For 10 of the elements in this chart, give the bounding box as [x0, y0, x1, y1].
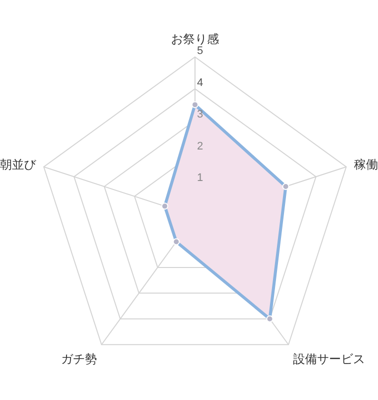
- spoke-label: 設備サービス: [293, 352, 366, 366]
- y-tick-label: 2: [197, 140, 204, 152]
- spoke-label: 朝並び: [0, 157, 38, 172]
- y-tick-label: 3: [197, 108, 204, 121]
- spoke-label: お祭り感: [171, 32, 219, 46]
- y-tick-label: 4: [197, 76, 204, 89]
- y-tick-label: 5: [197, 45, 204, 57]
- spoke-label: ガチ勢: [60, 352, 97, 366]
- y-tick-label: 1: [197, 172, 204, 184]
- spoke-label: 稼働: [354, 157, 378, 172]
